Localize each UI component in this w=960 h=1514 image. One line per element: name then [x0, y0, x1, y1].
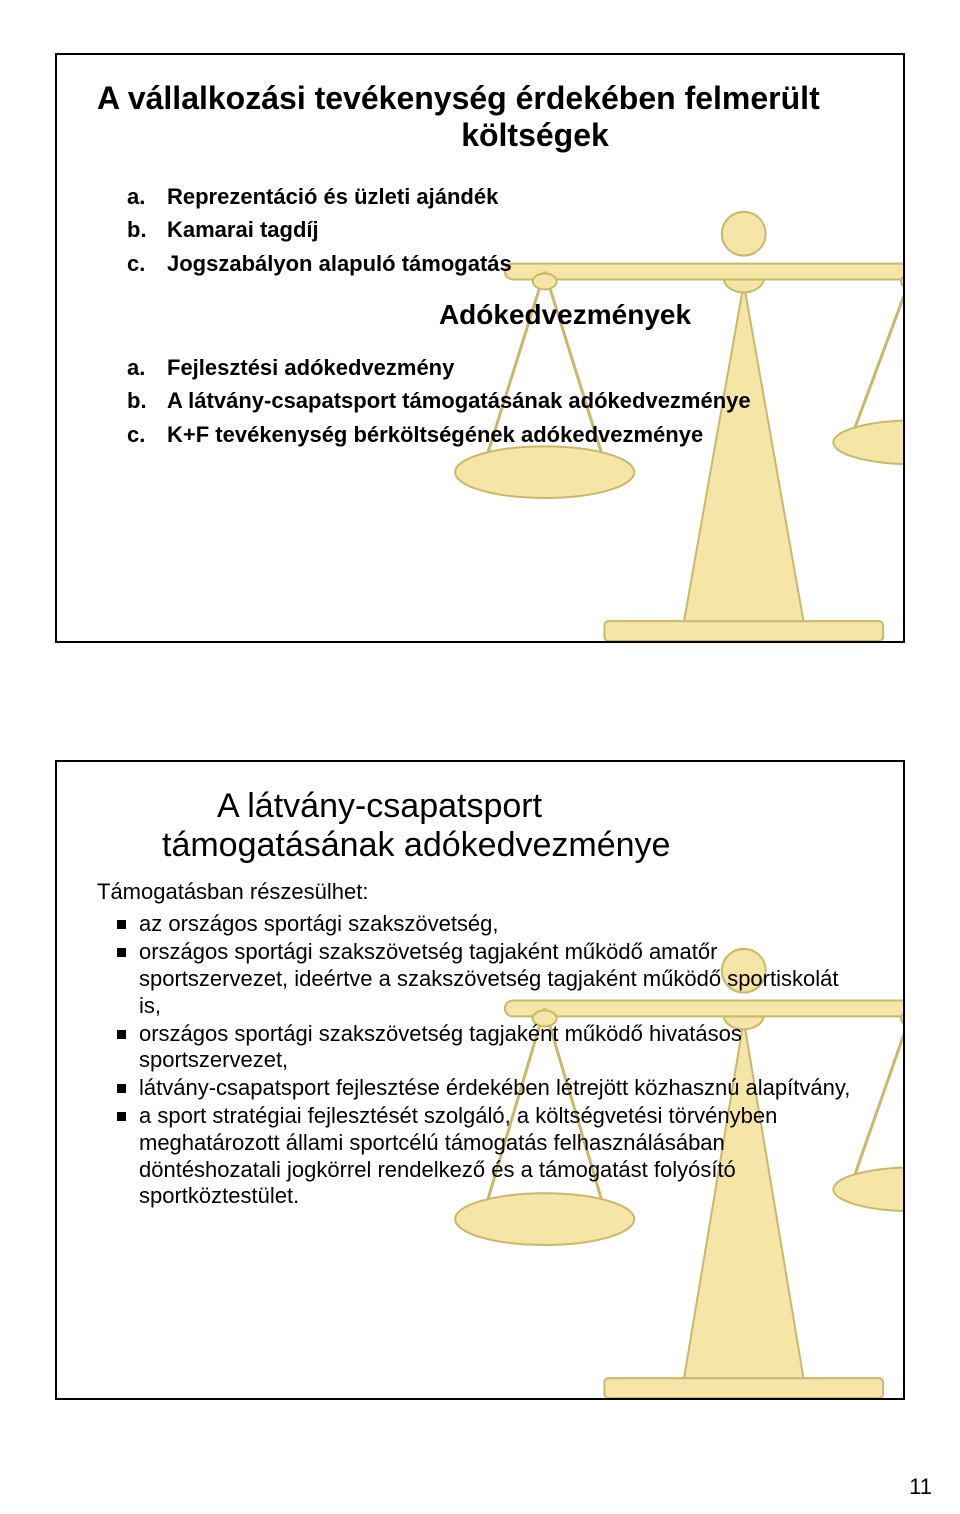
slide-2-title: A látvány-csapatsport támogatásának adók…: [97, 787, 863, 865]
list-item: b. A látvány-csapatsport támogatásának ad…: [127, 386, 863, 416]
page-number: 11: [909, 1474, 932, 1500]
slide-1-list-2: a. Fejlesztési adókedvezmény b. A látvány-c…: [97, 353, 863, 450]
title2-line-1: A látvány-csapatsport: [217, 787, 542, 825]
list-item: a. Fejlesztési adókedvezmény: [127, 353, 863, 383]
list-text: K+F tevékenység bérköltségének adókedvez…: [167, 422, 703, 447]
slide-2-content: A látvány-csapatsport támogatásának adók…: [57, 762, 903, 1236]
list-marker: c.: [127, 249, 145, 279]
list-marker: c.: [127, 420, 145, 450]
bullet-item: országos sportági szakszövetség tagjakén…: [117, 939, 863, 1019]
slide-2: A látvány-csapatsport támogatásának adók…: [55, 760, 905, 1400]
list-marker: a.: [127, 353, 145, 383]
bullet-item: látvány-csapatsport fejlesztése érdekébe…: [117, 1075, 863, 1102]
list-text: Reprezentáció és üzleti ajándék: [167, 184, 498, 209]
slide-1-list-1: a. Reprezentáció és üzleti ajándék b. Kamar…: [97, 182, 863, 279]
list-text: Jogszabályon alapuló támogatás: [167, 251, 512, 276]
title-line-1: A vállalkozási tevékenység érdekében fel…: [97, 80, 820, 116]
list-text: Kamarai tagdíj: [167, 217, 319, 242]
list-item: a. Reprezentáció és üzleti ajándék: [127, 182, 863, 212]
bullet-item: országos sportági szakszövetség tagjakén…: [117, 1021, 863, 1075]
title2-line-2: támogatásának adókedvezménye: [162, 826, 670, 865]
bullet-item: az országos sportági szakszövetség,: [117, 911, 863, 938]
list-item: c. Jogszabályon alapuló támogatás: [127, 249, 863, 279]
slide-1: A vállalkozási tevékenység érdekében fel…: [55, 53, 905, 643]
slide-2-bullets: az országos sportági szakszövetség,orszá…: [97, 911, 863, 1210]
list-item: c. K+F tevékenység bérköltségének adókedv…: [127, 420, 863, 450]
list-marker: a.: [127, 182, 145, 212]
list-marker: b.: [127, 215, 147, 245]
list-marker: b.: [127, 386, 147, 416]
slide-1-subheading: Adókedvezmények: [97, 299, 863, 331]
slide-2-lead: Támogatásban részesülhet:: [97, 879, 863, 905]
list-item: b. Kamarai tagdíj: [127, 215, 863, 245]
list-text: Fejlesztési adókedvezmény: [167, 355, 454, 380]
title-line-2: költségek: [97, 117, 863, 154]
bullet-item: a sport stratégiai fejlesztését szolgáló…: [117, 1103, 863, 1210]
slide-1-content: A vállalkozási tevékenység érdekében fel…: [57, 55, 903, 495]
list-text: A látvány-csapatsport támogatásának adók…: [167, 388, 751, 413]
slide-1-title: A vállalkozási tevékenység érdekében fel…: [97, 80, 863, 154]
